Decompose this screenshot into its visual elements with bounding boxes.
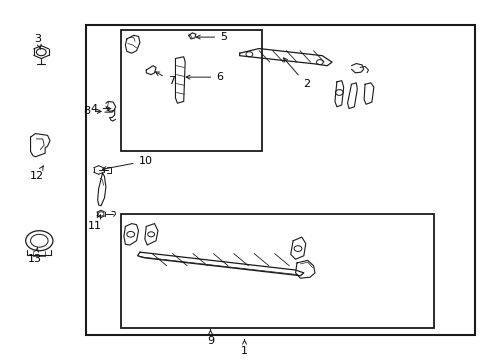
- Bar: [120, 214, 433, 328]
- Bar: [120, 30, 261, 152]
- Bar: [86, 24, 474, 336]
- Text: 9: 9: [206, 330, 214, 346]
- Text: 4: 4: [90, 104, 111, 113]
- Text: 3: 3: [34, 34, 41, 49]
- Text: 2: 2: [283, 58, 309, 89]
- Text: 5: 5: [196, 32, 227, 42]
- Text: 8: 8: [82, 107, 101, 116]
- Text: 13: 13: [28, 248, 42, 264]
- Text: 10: 10: [102, 156, 152, 170]
- Text: 11: 11: [88, 215, 102, 231]
- Text: 7: 7: [155, 72, 174, 86]
- Text: 12: 12: [30, 166, 44, 181]
- Text: 6: 6: [186, 72, 223, 82]
- Text: 1: 1: [241, 340, 247, 356]
